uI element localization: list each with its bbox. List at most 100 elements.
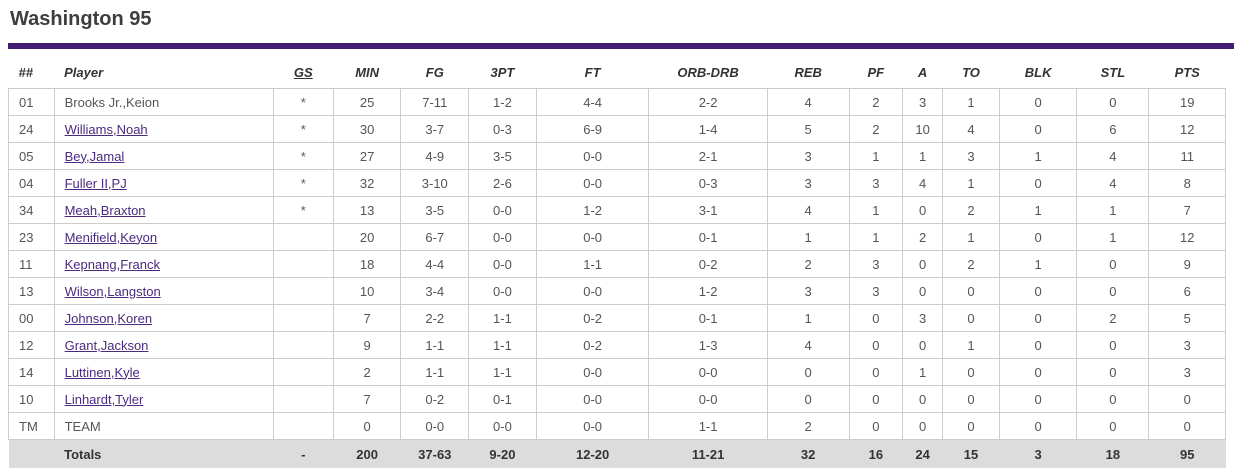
cell-num: 10 [9, 386, 55, 413]
cell-min: 7 [333, 305, 401, 332]
cell-gs [273, 332, 333, 359]
cell-player: Linhardt,Tyler [54, 386, 273, 413]
player-link[interactable]: Johnson,Koren [65, 311, 152, 326]
player-link[interactable]: Menifield,Keyon [65, 230, 158, 245]
cell-player: Williams,Noah [54, 116, 273, 143]
cell-a: 0 [903, 197, 943, 224]
player-link[interactable]: Williams,Noah [65, 122, 148, 137]
player-link[interactable]: Linhardt,Tyler [65, 392, 144, 407]
totals-cell-pf: 16 [849, 440, 902, 468]
cell-a: 1 [903, 143, 943, 170]
cell-blk: 0 [999, 170, 1077, 197]
player-link[interactable]: Bey,Jamal [65, 149, 125, 164]
totals-cell-num [9, 440, 55, 468]
cell-pts: 0 [1149, 386, 1226, 413]
player-link[interactable]: Meah,Braxton [65, 203, 146, 218]
cell-blk: 1 [999, 143, 1077, 170]
cell-orbdrb: 0-0 [649, 359, 767, 386]
cell-orbdrb: 0-3 [649, 170, 767, 197]
cell-num: 23 [9, 224, 55, 251]
cell-orbdrb: 2-1 [649, 143, 767, 170]
cell-a: 3 [903, 305, 943, 332]
cell-fg: 0-2 [401, 386, 469, 413]
cell-num: 24 [9, 116, 55, 143]
cell-orbdrb: 1-3 [649, 332, 767, 359]
cell-reb: 0 [767, 359, 849, 386]
cell-num: 01 [9, 89, 55, 116]
cell-a: 0 [903, 278, 943, 305]
cell-ft: 0-0 [536, 143, 649, 170]
cell-ft: 0-0 [536, 278, 649, 305]
totals-cell-3pt: 9-20 [469, 440, 537, 468]
cell-blk: 0 [999, 332, 1077, 359]
cell-blk: 1 [999, 197, 1077, 224]
col-header-fg: FG [401, 58, 469, 89]
totals-cell-blk: 3 [999, 440, 1077, 468]
cell-num: 11 [9, 251, 55, 278]
cell-to: 0 [943, 278, 1000, 305]
cell-pts: 3 [1149, 359, 1226, 386]
totals-cell-to: 15 [943, 440, 1000, 468]
cell-a: 2 [903, 224, 943, 251]
totals-cell-stl: 18 [1077, 440, 1149, 468]
cell-ft: 0-0 [536, 359, 649, 386]
cell-fg: 1-1 [401, 359, 469, 386]
cell-to: 2 [943, 197, 1000, 224]
cell-gs [273, 413, 333, 440]
cell-a: 4 [903, 170, 943, 197]
cell-orbdrb: 1-4 [649, 116, 767, 143]
cell-pts: 12 [1149, 224, 1226, 251]
cell-num: 04 [9, 170, 55, 197]
cell-pts: 11 [1149, 143, 1226, 170]
col-header-gs: GS [273, 58, 333, 89]
cell-gs: * [273, 89, 333, 116]
cell-pts: 5 [1149, 305, 1226, 332]
cell-ft: 0-0 [536, 413, 649, 440]
cell-stl: 4 [1077, 143, 1149, 170]
cell-stl: 0 [1077, 386, 1149, 413]
player-link[interactable]: Kepnang,Franck [65, 257, 160, 272]
cell-to: 0 [943, 413, 1000, 440]
cell-player: TEAM [54, 413, 273, 440]
cell-ft: 1-2 [536, 197, 649, 224]
col-header-orbdrb: ORB-DRB [649, 58, 767, 89]
cell-pf: 1 [849, 197, 902, 224]
cell-player: Brooks Jr.,Keion [54, 89, 273, 116]
cell-orbdrb: 0-2 [649, 251, 767, 278]
col-header-a: A [903, 58, 943, 89]
cell-pf: 2 [849, 116, 902, 143]
cell-to: 1 [943, 332, 1000, 359]
page-title: Washington 95 [10, 8, 1234, 31]
cell-pf: 0 [849, 386, 902, 413]
cell-3pt: 0-0 [469, 413, 537, 440]
cell-player: Johnson,Koren [54, 305, 273, 332]
cell-pf: 3 [849, 278, 902, 305]
player-link[interactable]: Fuller II,PJ [65, 176, 127, 191]
player-link[interactable]: Luttinen,Kyle [65, 365, 140, 380]
player-link[interactable]: Grant,Jackson [65, 338, 149, 353]
cell-reb: 2 [767, 251, 849, 278]
cell-num: 12 [9, 332, 55, 359]
cell-a: 0 [903, 386, 943, 413]
cell-player: Fuller II,PJ [54, 170, 273, 197]
cell-ft: 0-0 [536, 386, 649, 413]
cell-a: 0 [903, 332, 943, 359]
cell-stl: 4 [1077, 170, 1149, 197]
player-link[interactable]: Wilson,Langston [65, 284, 161, 299]
cell-min: 20 [333, 224, 401, 251]
cell-reb: 2 [767, 413, 849, 440]
cell-orbdrb: 3-1 [649, 197, 767, 224]
col-header-ft: FT [536, 58, 649, 89]
cell-ft: 0-0 [536, 224, 649, 251]
cell-to: 0 [943, 386, 1000, 413]
cell-to: 0 [943, 305, 1000, 332]
cell-min: 2 [333, 359, 401, 386]
cell-reb: 3 [767, 170, 849, 197]
cell-pf: 1 [849, 224, 902, 251]
